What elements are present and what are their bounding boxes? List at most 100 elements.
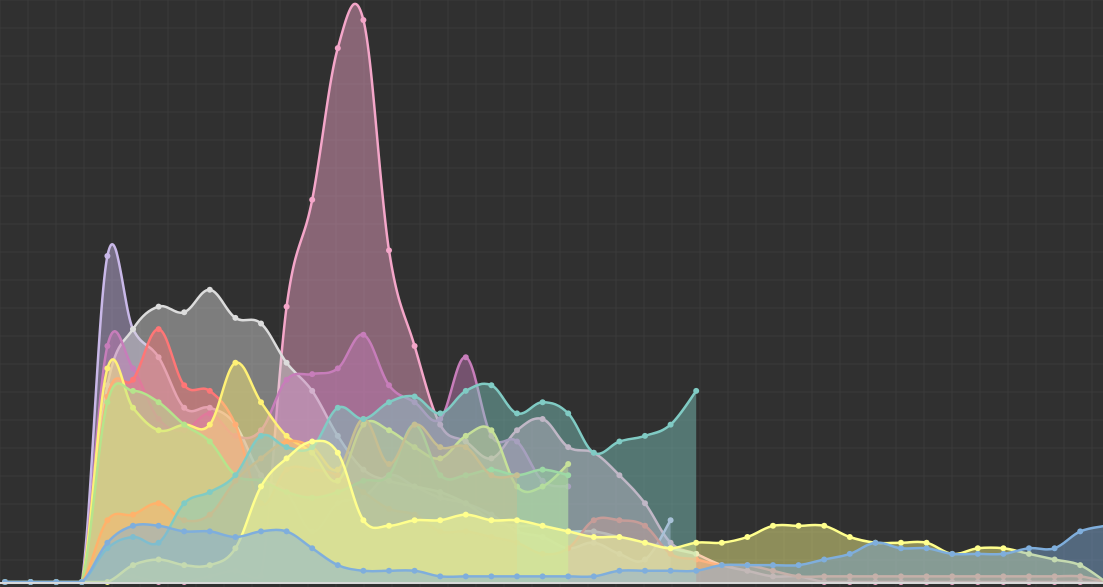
data-point[interactable] (667, 550, 674, 557)
data-point[interactable] (514, 573, 520, 580)
data-point[interactable] (642, 556, 648, 563)
data-point[interactable] (898, 539, 904, 546)
data-point[interactable] (334, 500, 341, 507)
data-point[interactable] (590, 573, 597, 580)
data-point[interactable] (386, 567, 392, 574)
data-point[interactable] (130, 562, 136, 569)
data-point[interactable] (616, 472, 623, 479)
data-point[interactable] (565, 545, 572, 552)
data-point[interactable] (616, 550, 623, 557)
data-point[interactable] (693, 387, 700, 394)
data-point[interactable] (488, 466, 495, 473)
data-point[interactable] (923, 573, 930, 580)
data-point[interactable] (437, 528, 444, 535)
data-point[interactable] (334, 489, 341, 496)
data-point[interactable] (462, 500, 469, 507)
data-point[interactable] (642, 432, 648, 439)
data-point[interactable] (744, 562, 751, 569)
data-point[interactable] (462, 438, 469, 445)
data-point[interactable] (1026, 545, 1032, 552)
data-point[interactable] (1077, 562, 1084, 569)
data-point[interactable] (744, 534, 751, 540)
data-point[interactable] (232, 567, 239, 574)
data-point[interactable] (437, 444, 444, 451)
data-point[interactable] (104, 545, 111, 552)
data-point[interactable] (309, 528, 316, 535)
data-point[interactable] (795, 522, 802, 529)
data-point[interactable] (539, 573, 546, 580)
data-point[interactable] (360, 517, 367, 524)
data-point[interactable] (718, 562, 725, 569)
data-point[interactable] (309, 466, 316, 473)
data-point[interactable] (283, 444, 290, 451)
data-point[interactable] (181, 517, 188, 524)
data-point[interactable] (283, 528, 290, 535)
data-point[interactable] (539, 534, 546, 540)
data-point[interactable] (539, 522, 546, 529)
data-point[interactable] (642, 500, 648, 507)
data-point[interactable] (411, 421, 418, 428)
data-point[interactable] (1000, 573, 1007, 580)
data-point[interactable] (437, 416, 444, 422)
data-point[interactable] (360, 466, 367, 473)
data-point[interactable] (130, 326, 136, 333)
data-point[interactable] (514, 522, 520, 529)
data-point[interactable] (258, 528, 264, 535)
data-point[interactable] (488, 511, 495, 518)
data-point[interactable] (514, 410, 520, 417)
data-point[interactable] (360, 567, 367, 574)
data-point[interactable] (283, 432, 290, 439)
data-point[interactable] (488, 427, 495, 434)
data-point[interactable] (206, 528, 213, 535)
data-point[interactable] (1051, 545, 1058, 552)
data-point[interactable] (488, 534, 495, 540)
data-point[interactable] (130, 522, 136, 529)
data-point[interactable] (437, 494, 444, 501)
data-point[interactable] (539, 477, 546, 484)
data-point[interactable] (1077, 528, 1084, 535)
data-point[interactable] (258, 483, 264, 490)
data-point[interactable] (309, 545, 316, 552)
data-point[interactable] (206, 489, 213, 496)
data-point[interactable] (334, 449, 341, 456)
data-point[interactable] (667, 539, 674, 546)
data-point[interactable] (1026, 550, 1032, 557)
data-point[interactable] (309, 371, 316, 378)
data-point[interactable] (744, 567, 751, 574)
data-point[interactable] (846, 573, 853, 580)
data-point[interactable] (181, 421, 188, 428)
data-point[interactable] (462, 387, 469, 394)
data-point[interactable] (411, 511, 418, 518)
data-point[interactable] (590, 449, 597, 456)
data-point[interactable] (488, 573, 495, 580)
data-point[interactable] (488, 455, 495, 462)
data-point[interactable] (1000, 545, 1007, 552)
data-point[interactable] (334, 466, 341, 473)
data-point[interactable] (206, 573, 213, 580)
data-point[interactable] (334, 477, 341, 484)
data-point[interactable] (386, 522, 392, 529)
data-point[interactable] (949, 550, 956, 557)
data-point[interactable] (821, 556, 828, 563)
data-point[interactable] (923, 539, 930, 546)
data-point[interactable] (923, 545, 930, 552)
data-point[interactable] (283, 438, 290, 445)
data-point[interactable] (386, 477, 392, 484)
data-point[interactable] (181, 404, 188, 411)
data-point[interactable] (130, 511, 136, 518)
data-point[interactable] (411, 444, 418, 451)
data-point[interactable] (334, 562, 341, 569)
data-point[interactable] (462, 573, 469, 580)
data-point[interactable] (130, 365, 136, 372)
data-point[interactable] (770, 562, 776, 569)
data-point[interactable] (437, 472, 444, 479)
data-point[interactable] (437, 489, 444, 496)
data-point[interactable] (1051, 556, 1058, 563)
data-point[interactable] (693, 556, 700, 563)
data-point[interactable] (514, 483, 520, 490)
data-point[interactable] (181, 427, 188, 434)
data-point[interactable] (616, 438, 623, 445)
data-point[interactable] (642, 522, 648, 529)
data-point[interactable] (309, 449, 316, 456)
data-point[interactable] (155, 354, 162, 361)
